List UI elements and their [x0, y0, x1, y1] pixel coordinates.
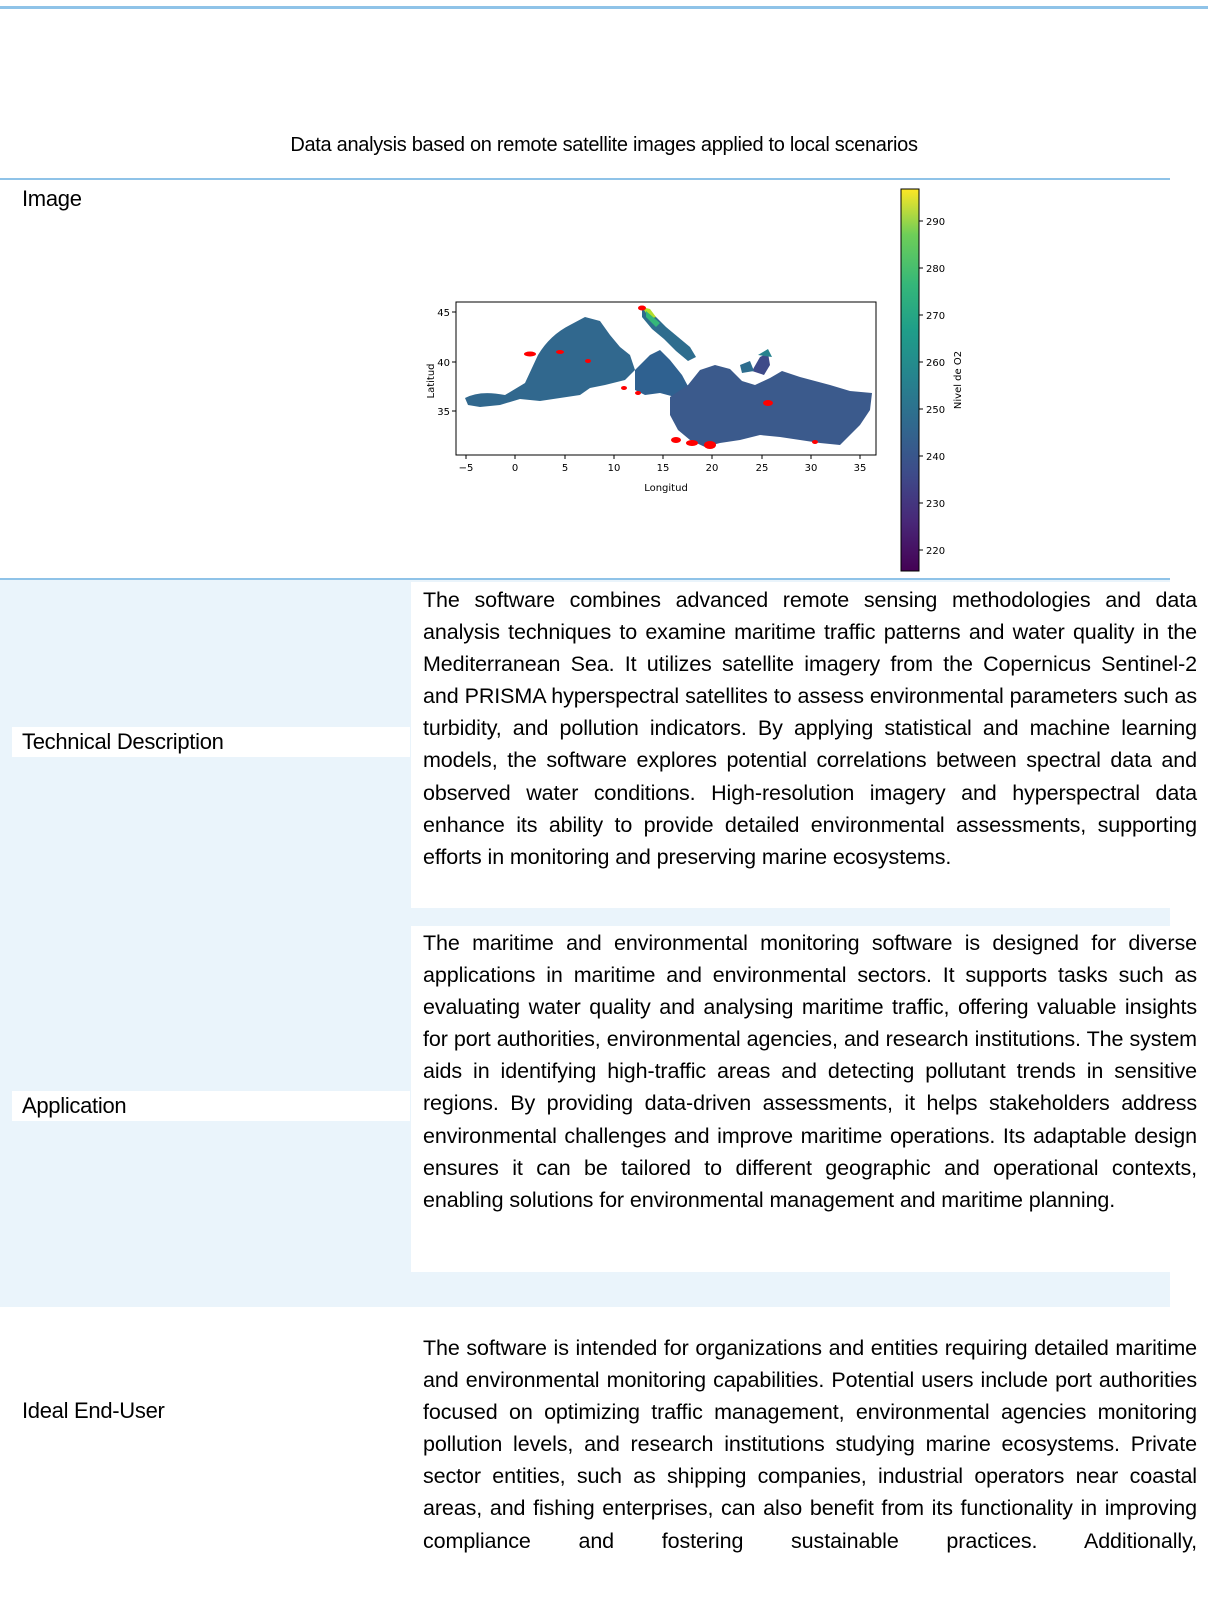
- colorbar-tick-230: 230: [926, 499, 945, 510]
- x-tick-label-25: 25: [756, 463, 769, 474]
- x-tick-label-minus5: −5: [459, 463, 474, 474]
- colorbar-tick-260: 260: [926, 358, 945, 369]
- row-label-application: Application: [22, 1093, 127, 1118]
- row-divider-image: [0, 178, 1170, 180]
- colorbar-tick-240: 240: [926, 452, 945, 463]
- colorbar-tick-labels: 290 280 270 260 250 240 230 220: [926, 217, 945, 557]
- colorbar-label: Nivel de O2: [953, 351, 964, 409]
- header-rule: [0, 6, 1208, 9]
- colorbar-tick-220: 220: [926, 546, 945, 557]
- x-tick-label-10: 10: [608, 463, 621, 474]
- row-label-ideal-end-user: Ideal End-User: [22, 1398, 165, 1423]
- y-tick-label-35: 35: [437, 407, 450, 418]
- colorbar-tick-250: 250: [926, 405, 945, 416]
- y-axis-label: Latitud: [426, 363, 437, 398]
- colorbar-ticks: [919, 220, 923, 551]
- label-box-application: [12, 1091, 410, 1121]
- x-tick-label-0: 0: [512, 463, 518, 474]
- x-axis-tick-labels: −5 0 5 10 15 20 25 30 35: [459, 463, 867, 474]
- colorbar: [900, 188, 920, 572]
- x-axis-ticks: [465, 455, 861, 459]
- application-text-box: [411, 926, 1170, 1272]
- y-axis-tick-labels: 45 40 35: [437, 308, 450, 418]
- x-tick-label-20: 20: [706, 463, 719, 474]
- x-tick-label-15: 15: [657, 463, 670, 474]
- y-axis-ticks: [452, 311, 456, 412]
- technical-text-box: [411, 582, 1170, 908]
- label-box-technical: [12, 727, 410, 757]
- document-title: Data analysis based on remote satellite …: [290, 134, 918, 156]
- row-label-technical-description: Technical Description: [22, 729, 224, 754]
- ideal-end-user-text: The software is intended for organizatio…: [423, 1336, 1197, 1553]
- x-tick-label-5: 5: [562, 463, 568, 474]
- x-axis-label: Longitud: [644, 483, 688, 494]
- application-text: The maritime and environmental monitorin…: [423, 931, 1197, 1212]
- colorbar-tick-270: 270: [926, 311, 945, 322]
- mediterranean-sea-area: [465, 307, 872, 447]
- y-tick-label-40: 40: [437, 358, 450, 369]
- pollution-hotspots: [524, 305, 818, 449]
- x-tick-label-35: 35: [854, 463, 867, 474]
- colorbar-tick-280: 280: [926, 264, 945, 275]
- technical-description-text: The software combines advanced remote se…: [423, 588, 1197, 869]
- x-tick-label-30: 30: [805, 463, 818, 474]
- row-divider-technical: [0, 578, 1170, 580]
- o2-level-map-figure: 45 40 35 Latitud −5 0 5 10 15 20 25 30 3…: [426, 188, 964, 572]
- row-label-image: Image: [22, 186, 82, 211]
- colorbar-tick-290: 290: [926, 217, 945, 228]
- y-tick-label-45: 45: [437, 308, 450, 319]
